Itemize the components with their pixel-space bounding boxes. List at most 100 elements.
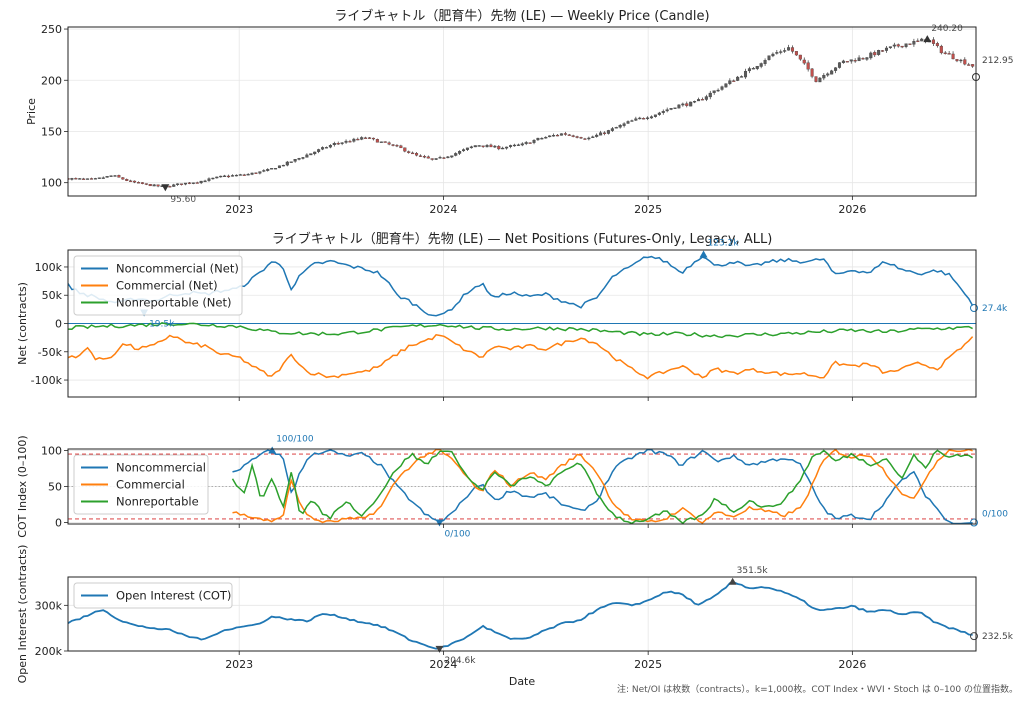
- candle-body: [794, 51, 798, 56]
- legend-label: Open Interest (COT): [116, 589, 231, 603]
- net-panel: 100k 50k 0 -50k -100k ライブキャトル（肥育牛）先物 (LE) — N…: [16, 231, 1008, 401]
- candle-body: [626, 121, 630, 124]
- x-tick-label: 2024: [429, 658, 457, 671]
- candle-body: [450, 155, 454, 158]
- candle-body: [140, 182, 144, 184]
- candle-body: [806, 62, 810, 70]
- candle-body: [728, 80, 732, 84]
- candle-body: [724, 83, 728, 88]
- price-panel: 100 150 200 250 2023 2024 2025 2026 ライブキャトル（肥育牛）…: [25, 8, 1014, 216]
- candle-body: [802, 59, 806, 64]
- candle-body: [787, 47, 791, 51]
- candle-body: [469, 146, 473, 149]
- candle-body: [415, 153, 419, 156]
- y-tick-label: 50: [48, 481, 62, 494]
- candle-body: [951, 53, 955, 60]
- candle-body: [328, 145, 332, 148]
- candle-body: [438, 157, 442, 159]
- candle-body: [665, 109, 669, 112]
- candle-body: [552, 135, 556, 137]
- candle-body: [352, 138, 356, 142]
- cot-lines: [68, 449, 976, 524]
- price-ylabel: Price: [25, 98, 38, 125]
- last-label: 232.5k: [982, 632, 1014, 642]
- candle-body: [383, 141, 387, 143]
- candle-body: [869, 52, 873, 59]
- candle-body: [837, 62, 842, 68]
- legend-label: Commercial (Net): [116, 279, 218, 293]
- last-label: 212.95: [982, 56, 1014, 66]
- candle-body: [912, 41, 916, 45]
- min-label: 19.5k: [149, 319, 175, 329]
- candle-body: [348, 141, 352, 143]
- last-label: 27.4k: [982, 304, 1008, 314]
- candle-body: [548, 135, 552, 138]
- candle-body: [884, 47, 889, 51]
- candle-body: [559, 133, 563, 136]
- candle-body: [520, 143, 524, 146]
- candle-body: [324, 147, 328, 149]
- series-line-2: [231, 449, 973, 524]
- candle-body: [340, 142, 344, 144]
- candle-body: [967, 64, 971, 66]
- candle-body: [908, 43, 912, 45]
- legend-label: Commercial: [116, 478, 185, 492]
- min-label: 204.6k: [444, 656, 476, 666]
- candle-body: [606, 130, 610, 134]
- x-tick-label: 2024: [429, 203, 457, 216]
- candle-body: [955, 59, 959, 62]
- candle-body: [673, 107, 677, 109]
- candle-body: [219, 175, 223, 178]
- candle-body: [516, 144, 520, 146]
- candle-body: [473, 145, 477, 148]
- candle-body: [364, 137, 368, 139]
- candle-body: [971, 64, 975, 67]
- candle-body: [148, 184, 152, 187]
- candle-body: [113, 175, 117, 177]
- max-marker: [923, 35, 932, 43]
- candle-body: [254, 172, 258, 174]
- legend-label: Noncommercial (Net): [116, 262, 239, 276]
- candle-body: [579, 137, 583, 139]
- candle-body: [86, 178, 90, 180]
- last-marker: [970, 632, 978, 641]
- candle-body: [947, 53, 951, 55]
- legend-box: [73, 454, 209, 515]
- series-line-0: [232, 449, 973, 524]
- candle-body: [771, 53, 775, 57]
- candle-body: [121, 177, 125, 180]
- cot-panel: 0 50 100 COT Index (0–100) 100/100 0/100 0/100…: [16, 434, 1008, 539]
- candle-body: [959, 59, 963, 62]
- cot-ylabel: COT Index (0–100): [16, 435, 29, 537]
- candle-body: [78, 178, 82, 180]
- last-marker: [970, 304, 978, 313]
- y-tick-label: 200: [41, 74, 62, 87]
- candle-body: [587, 137, 591, 140]
- candle-body: [234, 174, 238, 177]
- candle-body: [775, 52, 779, 54]
- y-tick-label: 0: [55, 517, 62, 530]
- candle-body: [700, 99, 704, 101]
- candle-body: [881, 50, 885, 52]
- candle-body: [356, 138, 360, 141]
- candle-body: [434, 158, 438, 160]
- candle-body: [215, 176, 219, 179]
- candle-body: [129, 180, 133, 182]
- candle-body: [489, 144, 493, 148]
- min-marker: [435, 519, 444, 527]
- candle-body: [387, 142, 391, 145]
- max-label: 240.20: [931, 24, 963, 34]
- oi-lines: [68, 581, 973, 650]
- candle-body: [603, 132, 607, 134]
- candle-body: [211, 177, 215, 180]
- candle-body: [285, 161, 289, 166]
- candle-body: [125, 179, 129, 181]
- candle-body: [798, 54, 802, 60]
- footnote: 注: Net/OI は枚数（contracts）。k=1,000枚。COT In…: [616, 685, 1018, 695]
- net-ylabel: Net (contracts): [16, 282, 29, 365]
- candle-body: [704, 96, 708, 100]
- candle-body: [720, 86, 724, 90]
- series-line-2: [68, 321, 973, 339]
- candle-body: [465, 147, 469, 150]
- y-tick-label: -100k: [31, 374, 63, 387]
